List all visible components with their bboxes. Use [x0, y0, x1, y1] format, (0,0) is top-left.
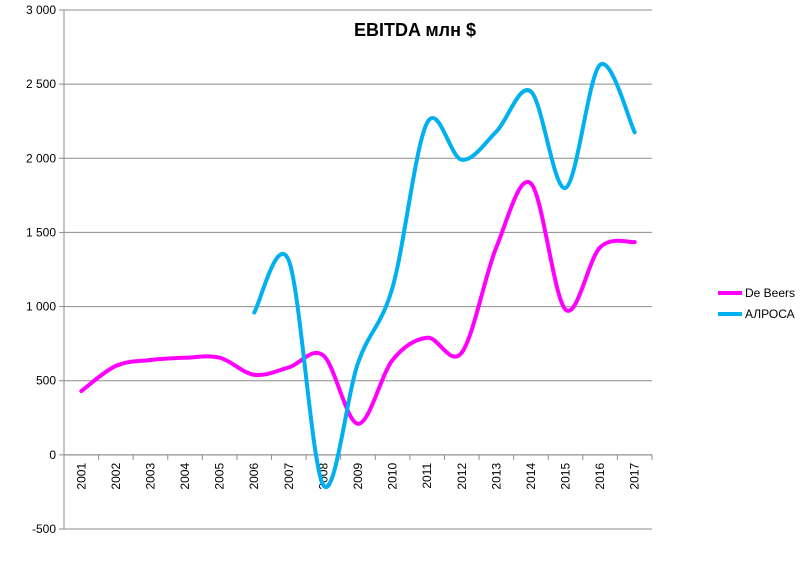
x-tick-label: 2013: [489, 463, 503, 490]
x-tick-label: 2017: [628, 463, 642, 490]
chart-title: EBITDA млн $: [354, 20, 476, 40]
x-tick-label: 2015: [559, 463, 573, 490]
y-tick-label: 3 000: [26, 3, 56, 17]
x-tick-label: 2010: [386, 463, 400, 490]
x-tick-label: 2001: [74, 463, 88, 490]
x-tick-label: 2002: [109, 463, 123, 490]
y-tick-label: 0: [49, 448, 56, 462]
y-tick-label: 2 000: [26, 151, 56, 165]
x-tick-label: 2009: [351, 463, 365, 490]
y-tick-label: -500: [32, 522, 56, 536]
grid-layer: [64, 9, 652, 530]
y-tick-label: 1 500: [26, 225, 56, 239]
x-tick-label: 2005: [213, 463, 227, 490]
legend-label-de-beers: De Beers: [745, 286, 795, 300]
x-tick-label: 2014: [524, 463, 538, 490]
y-tick-label: 1 000: [26, 300, 56, 314]
x-tick-label: 2012: [455, 463, 469, 490]
x-tick-label: 2003: [143, 463, 157, 490]
y-tick-label: 2 500: [26, 77, 56, 91]
x-tick-label: 2004: [178, 463, 192, 490]
y-tick-label: 500: [36, 374, 56, 388]
x-tick-label: 2007: [282, 463, 296, 490]
series-line-de-beers: [79, 179, 637, 426]
legend: De Beers АЛРОСА: [718, 286, 795, 321]
legend-label-alrosa: АЛРОСА: [745, 307, 795, 321]
series-layer: [79, 62, 637, 490]
x-tick-label: 2006: [247, 463, 261, 490]
x-tick-label: 2016: [593, 463, 607, 490]
series-line-alrosa: [252, 62, 637, 490]
x-tick-label: 2011: [420, 463, 434, 489]
